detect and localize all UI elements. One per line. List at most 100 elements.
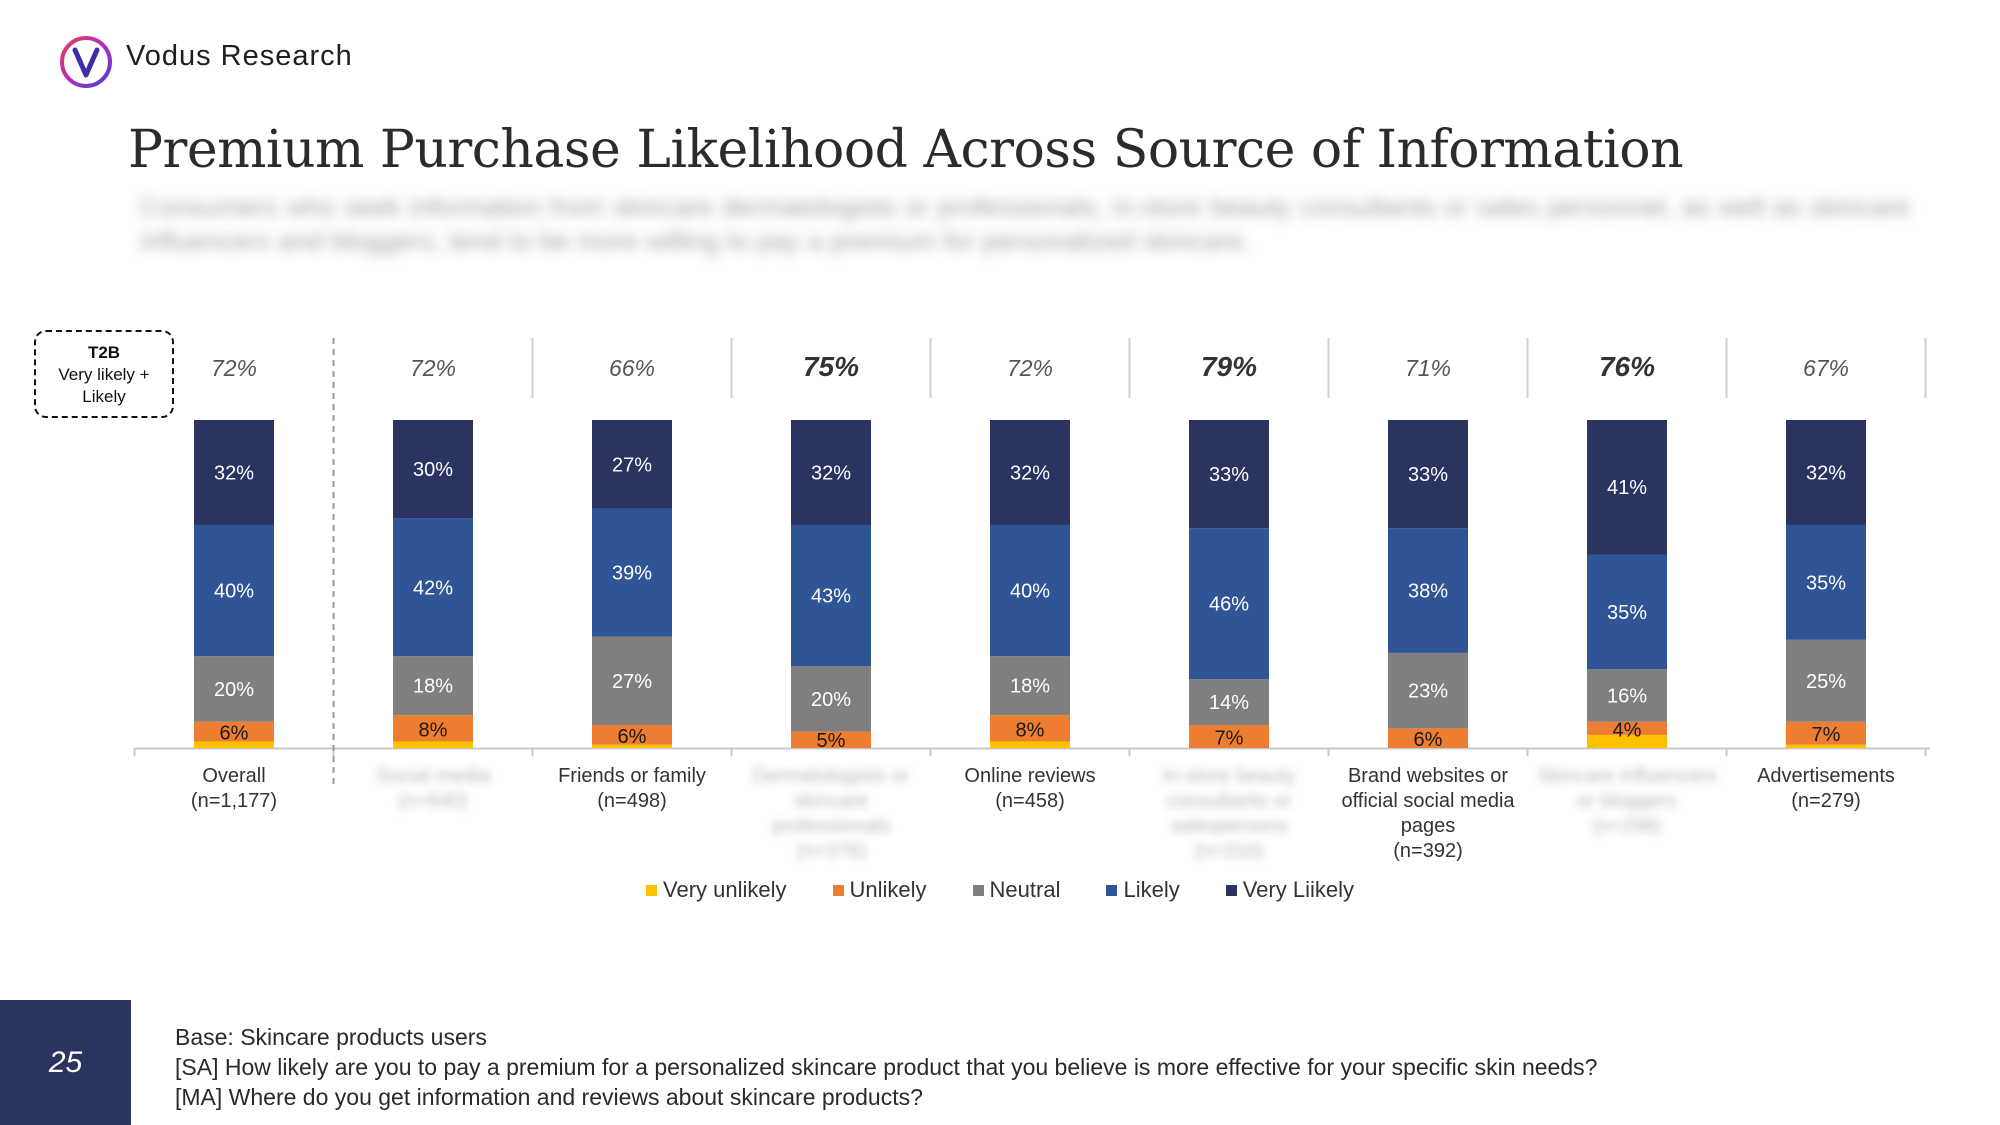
bar-segment-neutral [990,656,1070,716]
data-label: 6% [220,723,249,745]
bar-segment-very-unlikely [1786,744,1866,748]
bar-segment-likely [990,524,1070,657]
category-label: (n=279) [1791,790,1861,812]
bar-segment-unlikely [194,721,274,742]
legend-swatch [646,884,657,896]
legend-swatch [832,884,844,896]
category-label: (n=458) [995,790,1065,812]
data-label: 32% [214,462,254,484]
data-label: 32% [811,462,851,484]
bar-segment-neutral [393,656,473,716]
category-label: Friends or family [558,765,706,787]
bar-segment-neutral [791,666,871,732]
data-label: 18% [413,676,453,698]
data-label: 33% [1408,464,1448,486]
data-label: 30% [413,459,453,481]
page-number-label: 25 [48,1045,83,1079]
data-label: 25% [1806,671,1846,693]
legend-label: Neutral [989,877,1061,902]
category-label: or bloggers [1577,790,1677,812]
data-label: 40% [214,581,254,603]
t2b-box-line1: Very likely + [58,365,150,384]
data-label: 46% [1209,594,1249,616]
bar-segment-very-unlikely [1587,734,1667,748]
bar-segment-very-liikely [194,420,274,525]
legend-item: Very unlikely [646,877,787,903]
footnote-base: Base: Skincare products users [175,1024,487,1050]
data-label: 27% [612,671,652,693]
category-label: (n=392) [1393,840,1463,862]
data-label: 32% [1806,462,1846,484]
legend-label: Very Liikely [1242,877,1354,902]
t2b-box-head: T2B [87,343,121,362]
t2b-box-line2: Likely [82,387,126,406]
category-label: (n=1,177) [191,790,277,812]
t2b-label: 67% [1803,355,1849,381]
category-label: salespersons [1170,815,1288,837]
vodus-logo-icon [60,36,112,88]
legend-label: Very unlikely [663,877,787,902]
bar-segment-very-liikely [592,420,672,509]
bar-segment-likely [194,524,274,657]
data-label: 33% [1209,464,1249,486]
data-label: 4% [1613,719,1642,741]
data-label: 38% [1408,581,1448,603]
category-label: pages [1401,815,1456,837]
page-subtitle: Consumers who seek information from skin… [140,192,1910,256]
data-label: 18% [1010,676,1050,698]
bar-segment-unlikely [1388,728,1468,748]
data-label: 40% [1010,581,1050,603]
bar-segment-very-liikely [1388,420,1468,529]
t2b-label: 66% [609,355,655,381]
legend-item: Very Liikely [1225,877,1354,903]
bar-segment-unlikely [1786,721,1866,745]
category-label: (n=376) [796,840,866,862]
t2b-legend-box: T2B Very likely + Likely [34,330,174,418]
bar-segment-very-liikely [791,420,871,525]
data-label: 16% [1607,686,1647,708]
bar-segment-very-liikely [393,420,473,519]
bar-segment-unlikely [990,715,1070,742]
brand-name: Vodus Research [126,40,353,72]
bar-segment-neutral [1587,669,1667,722]
category-label: Dermatologists or [753,765,910,787]
bar-segment-very-liikely [1786,420,1866,525]
t2b-label: 76% [1599,351,1655,382]
page-title: Premium Purchase Likelihood Across Sourc… [128,120,1684,180]
data-label: 6% [1414,729,1443,751]
category-label: consultants or [1167,790,1292,812]
bar-segment-very-unlikely [990,741,1070,748]
category-label: (n=298) [1592,815,1662,837]
bar-segment-neutral [194,656,274,722]
data-label: 5% [817,730,846,752]
footnotes: Base: Skincare products users [SA] How l… [175,1022,1597,1112]
category-label: official social media [1341,790,1515,812]
legend-label: Unlikely [849,877,927,902]
bar-segment-neutral [1786,639,1866,722]
bar-segment-likely [791,524,871,666]
data-label: 39% [612,563,652,585]
category-label: Online reviews [964,765,1095,787]
bar-segment-very-liikely [1587,420,1667,555]
bar-segment-neutral [1388,652,1468,729]
category-label: Skincare influencers [1537,765,1717,787]
bar-segment-very-liikely [1189,420,1269,529]
legend-swatch [972,884,984,896]
bar-segment-neutral [592,636,672,726]
bar-segment-likely [1786,524,1866,640]
data-label: 41% [1607,477,1647,499]
footnote-q2: [MA] Where do you get information and re… [175,1084,923,1110]
legend-item: Unlikely [832,877,927,903]
page-number: 25 [0,1000,131,1125]
legend-label: Likely [1123,877,1180,902]
category-label: In-store beauty [1162,765,1295,787]
data-label: 6% [618,726,647,748]
category-label: Overall [202,765,265,787]
category-label: (n=640) [398,790,468,812]
bar-segment-likely [1189,528,1269,680]
t2b-label: 72% [410,355,456,381]
bar-segment-unlikely [1189,725,1269,748]
bar-segment-neutral [1189,679,1269,726]
data-label: 14% [1209,692,1249,714]
bar-segment-likely [393,518,473,657]
